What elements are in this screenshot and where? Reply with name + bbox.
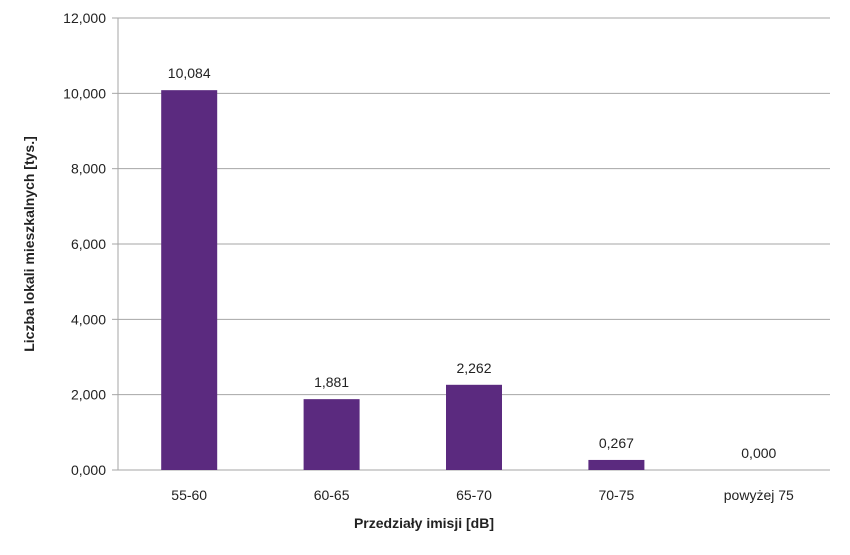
bar: [161, 90, 218, 470]
gridlines: [118, 17, 830, 471]
bars: [161, 90, 645, 470]
x-axis-ticks: 55-60 60-65 65-70 70-75 powyżej 75: [171, 487, 794, 503]
bar: [446, 384, 502, 470]
data-label: 2,262: [456, 360, 491, 376]
y-tick-label: 8,000: [71, 161, 106, 177]
x-tick-label: 65-70: [456, 487, 492, 503]
x-tick-label: 60-65: [314, 487, 350, 503]
x-axis-title: Przedziały imisji [dB]: [354, 515, 494, 531]
data-label: 0,000: [741, 445, 776, 461]
data-label: 0,267: [599, 435, 634, 451]
data-label: 1,881: [314, 374, 349, 390]
y-tick-label: 10,000: [63, 85, 106, 101]
x-tick-label: 55-60: [171, 487, 207, 503]
y-axis-title: Liczba lokali mieszkalnych [tys.]: [21, 136, 37, 352]
data-labels: 10,084 1,881 2,262 0,267 0,000: [168, 65, 777, 461]
y-tick-label: 0,000: [71, 462, 106, 478]
x-tick-label: 70-75: [598, 487, 634, 503]
y-axis-ticks: 0,000 2,000 4,000 6,000 8,000 10,000 12,000: [63, 10, 118, 478]
bar: [588, 459, 645, 470]
y-tick-label: 12,000: [63, 10, 106, 26]
bar: [303, 399, 360, 470]
x-tick-label: powyżej 75: [724, 487, 794, 503]
y-tick-label: 4,000: [71, 311, 106, 327]
y-tick-label: 2,000: [71, 387, 106, 403]
data-label: 10,084: [168, 65, 211, 81]
y-tick-label: 6,000: [71, 236, 106, 252]
